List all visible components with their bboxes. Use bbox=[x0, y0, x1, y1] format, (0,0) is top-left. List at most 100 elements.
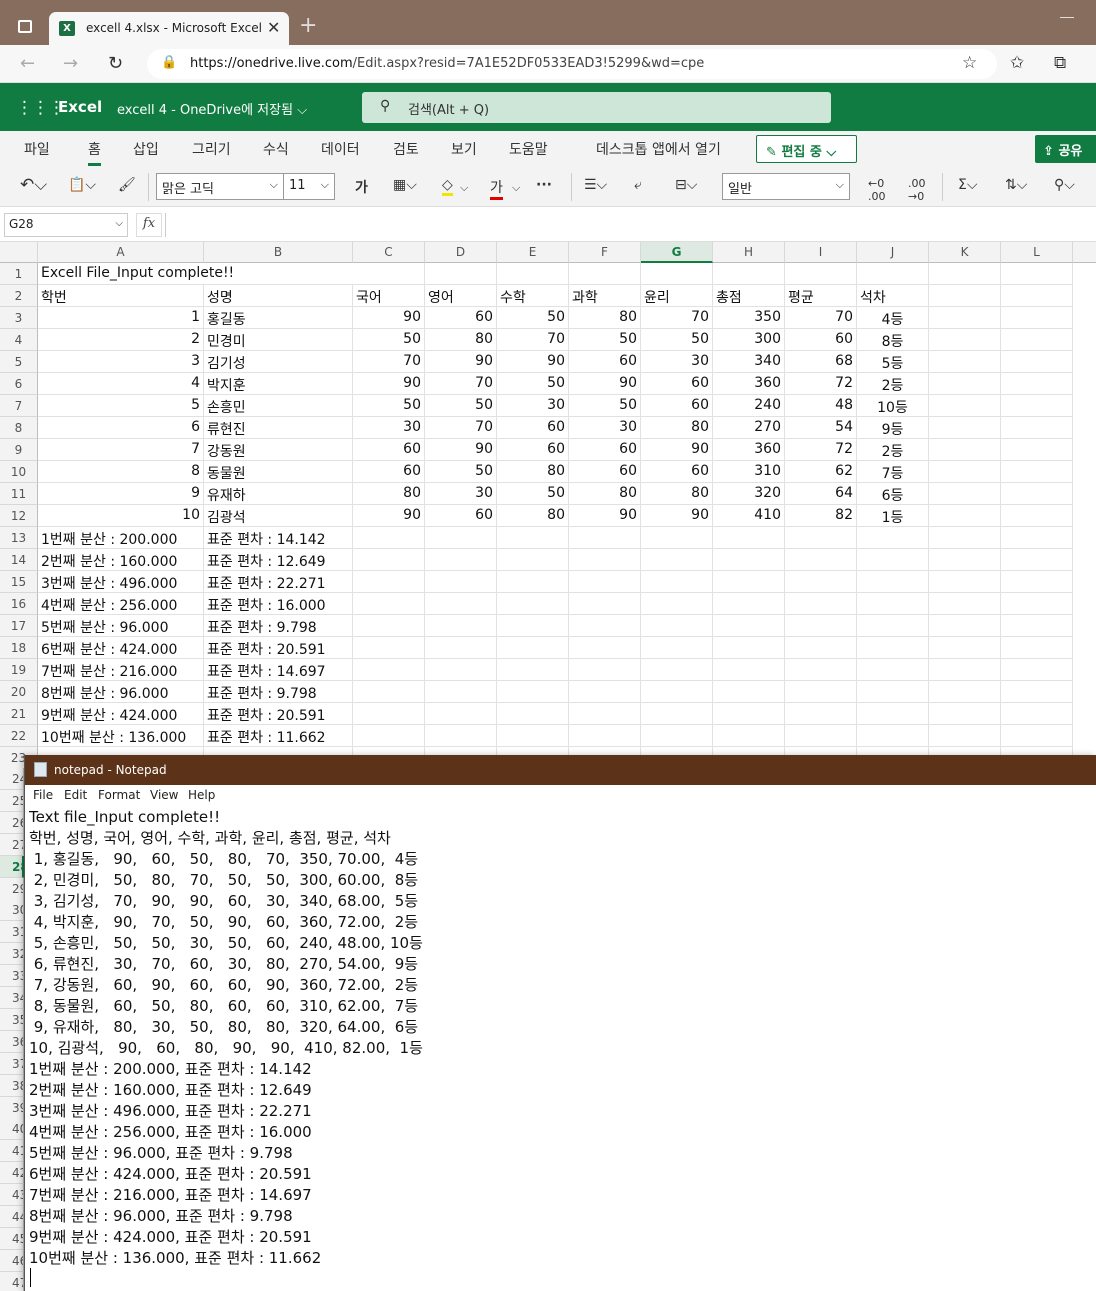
cell[interactable] bbox=[1001, 527, 1073, 549]
cell[interactable] bbox=[1001, 593, 1073, 615]
cell[interactable] bbox=[785, 593, 857, 615]
row-header[interactable]: 47 bbox=[0, 1271, 24, 1291]
cell[interactable] bbox=[353, 659, 425, 681]
data-cell[interactable]: 90 bbox=[353, 373, 425, 395]
row-header[interactable]: 4 bbox=[0, 329, 38, 351]
data-cell[interactable]: 9 bbox=[38, 483, 204, 505]
row-header[interactable]: 32 bbox=[0, 943, 24, 966]
column-header-c[interactable]: C bbox=[353, 242, 425, 263]
cell[interactable] bbox=[1001, 285, 1073, 307]
cell[interactable] bbox=[785, 725, 857, 747]
data-cell[interactable]: 90 bbox=[569, 373, 641, 395]
stat-cell[interactable]: 10번째 분산 : 136.000 bbox=[38, 725, 204, 747]
notepad-text-area[interactable]: Text file_Input complete!! 학번, 성명, 국어, 영어… bbox=[29, 807, 1089, 1269]
cell[interactable] bbox=[857, 527, 929, 549]
cell[interactable] bbox=[1001, 615, 1073, 637]
cell[interactable] bbox=[569, 681, 641, 703]
data-cell[interactable]: 80 bbox=[569, 483, 641, 505]
column-header-l[interactable]: L bbox=[1001, 242, 1073, 263]
cell[interactable] bbox=[641, 593, 713, 615]
tab-help[interactable]: 도움말 bbox=[509, 142, 548, 158]
data-cell[interactable]: 80 bbox=[641, 417, 713, 439]
cell[interactable] bbox=[425, 571, 497, 593]
increase-decimal-icon[interactable]: ←0.00 bbox=[868, 177, 886, 203]
data-cell[interactable]: 30 bbox=[569, 417, 641, 439]
cell[interactable] bbox=[353, 615, 425, 637]
header-cell[interactable]: 총점 bbox=[713, 285, 785, 307]
row-header[interactable]: 27 bbox=[0, 833, 24, 856]
cell[interactable] bbox=[641, 615, 713, 637]
cell[interactable] bbox=[425, 725, 497, 747]
column-header-j[interactable]: J bbox=[857, 242, 929, 263]
cell[interactable] bbox=[353, 637, 425, 659]
data-cell[interactable]: 50 bbox=[569, 395, 641, 417]
column-header-g[interactable]: G bbox=[641, 242, 713, 263]
back-arrow-icon[interactable]: ← bbox=[20, 53, 36, 74]
cell[interactable] bbox=[785, 703, 857, 725]
row-header[interactable]: 30 bbox=[0, 899, 24, 922]
data-cell[interactable]: 90 bbox=[425, 439, 497, 461]
cell[interactable] bbox=[713, 615, 785, 637]
bold-button[interactable]: 가 bbox=[355, 180, 368, 196]
data-cell[interactable]: 50 bbox=[353, 395, 425, 417]
favorites-icon[interactable]: ✩ bbox=[1010, 53, 1025, 73]
data-cell[interactable]: 60 bbox=[425, 307, 497, 329]
tab-formulas[interactable]: 수식 bbox=[263, 142, 289, 158]
cell[interactable] bbox=[1001, 307, 1073, 329]
cell[interactable] bbox=[497, 549, 569, 571]
cell[interactable] bbox=[713, 659, 785, 681]
data-cell[interactable]: 82 bbox=[785, 505, 857, 527]
data-cell[interactable]: 30 bbox=[353, 417, 425, 439]
cell[interactable] bbox=[713, 725, 785, 747]
data-cell[interactable]: 강동원 bbox=[204, 439, 353, 461]
data-cell[interactable]: 50 bbox=[497, 483, 569, 505]
data-cell[interactable]: 410 bbox=[713, 505, 785, 527]
cell[interactable] bbox=[641, 637, 713, 659]
data-cell[interactable]: 민경미 bbox=[204, 329, 353, 351]
data-cell[interactable]: 8 bbox=[38, 461, 204, 483]
app-name[interactable]: Excel bbox=[58, 98, 103, 116]
cell[interactable] bbox=[929, 725, 1001, 747]
row-header[interactable]: 33 bbox=[0, 965, 24, 988]
tab-close-icon[interactable]: ✕ bbox=[267, 18, 281, 37]
row-header[interactable]: 41 bbox=[0, 1140, 24, 1163]
cell[interactable] bbox=[929, 417, 1001, 439]
data-cell[interactable]: 60 bbox=[353, 461, 425, 483]
cell[interactable] bbox=[497, 615, 569, 637]
data-cell[interactable]: 10 bbox=[38, 505, 204, 527]
cell[interactable] bbox=[569, 615, 641, 637]
row-header[interactable]: 46 bbox=[0, 1249, 24, 1272]
browser-tab[interactable]: X excell 4.xlsx - Microsoft Excel Onl ✕ bbox=[49, 12, 289, 45]
cell[interactable] bbox=[641, 681, 713, 703]
row-header[interactable]: 34 bbox=[0, 987, 24, 1009]
menu-help[interactable]: Help bbox=[188, 788, 216, 802]
data-cell[interactable]: 64 bbox=[785, 483, 857, 505]
stat-cell[interactable]: 표준 편차 : 20.591 bbox=[204, 637, 353, 659]
cell[interactable] bbox=[713, 263, 785, 285]
stat-cell[interactable]: 표준 편차 : 20.591 bbox=[204, 703, 353, 725]
cell[interactable] bbox=[785, 571, 857, 593]
row-header[interactable]: 35 bbox=[0, 1008, 24, 1031]
row-header[interactable]: 14 bbox=[0, 549, 38, 571]
data-cell[interactable]: 5 bbox=[38, 395, 204, 417]
data-cell[interactable]: 박지훈 bbox=[204, 373, 353, 395]
tab-view[interactable]: 보기 bbox=[451, 142, 477, 158]
data-cell[interactable]: 90 bbox=[353, 505, 425, 527]
cell[interactable] bbox=[857, 637, 929, 659]
chevron-down-icon[interactable]: ⌵ bbox=[512, 181, 521, 194]
cell[interactable] bbox=[1001, 637, 1073, 659]
data-cell[interactable]: 72 bbox=[785, 439, 857, 461]
cell[interactable] bbox=[497, 593, 569, 615]
column-header-a[interactable]: A bbox=[38, 242, 204, 263]
row-header[interactable]: 45 bbox=[0, 1227, 24, 1250]
cell[interactable] bbox=[785, 549, 857, 571]
stat-cell[interactable]: 9번째 분산 : 424.000 bbox=[38, 703, 204, 725]
cell[interactable] bbox=[1001, 329, 1073, 351]
data-cell[interactable]: 60 bbox=[497, 439, 569, 461]
cell[interactable] bbox=[929, 571, 1001, 593]
merge-cells-icon[interactable]: ⊟⌵ bbox=[675, 177, 698, 193]
data-cell[interactable]: 90 bbox=[425, 351, 497, 373]
cell[interactable] bbox=[569, 725, 641, 747]
cell[interactable] bbox=[929, 527, 1001, 549]
data-cell[interactable]: 90 bbox=[497, 351, 569, 373]
